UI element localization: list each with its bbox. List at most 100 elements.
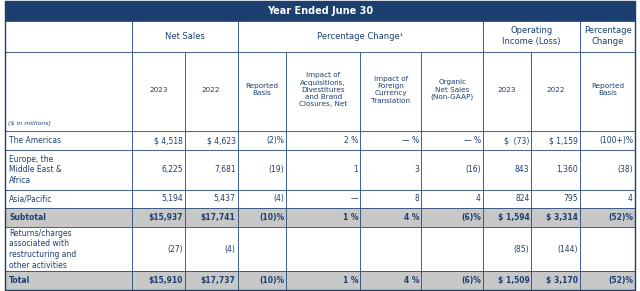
Bar	[5, 227, 132, 271]
Bar	[5, 271, 132, 290]
Bar	[132, 208, 185, 227]
Bar	[360, 208, 422, 227]
Text: 4: 4	[628, 194, 633, 203]
Text: $ 1,159: $ 1,159	[549, 136, 578, 145]
Bar	[132, 227, 185, 271]
Bar	[580, 21, 635, 52]
Text: 3: 3	[415, 165, 419, 174]
Bar	[185, 227, 237, 271]
Bar	[5, 52, 132, 131]
Text: Organic
Net Sales
(Non-GAAP): Organic Net Sales (Non-GAAP)	[431, 79, 474, 100]
Text: (2)%: (2)%	[266, 136, 284, 145]
Text: (10)%: (10)%	[259, 213, 284, 222]
Text: Impact of
Foreign
Currency
Translation: Impact of Foreign Currency Translation	[371, 76, 410, 104]
Text: Net Sales: Net Sales	[164, 32, 205, 41]
Text: (16): (16)	[465, 165, 481, 174]
Bar	[5, 190, 132, 208]
Bar	[580, 131, 635, 150]
Bar	[483, 227, 531, 271]
Bar	[237, 190, 286, 208]
Bar	[132, 21, 237, 52]
Bar	[422, 150, 483, 190]
Text: — %: — %	[403, 136, 419, 145]
Text: 6,225: 6,225	[161, 165, 182, 174]
Text: (4): (4)	[225, 245, 236, 254]
Text: 2022: 2022	[202, 87, 220, 93]
Text: $ 1,594: $ 1,594	[498, 213, 529, 222]
Bar	[185, 190, 237, 208]
Text: Reported
Basis: Reported Basis	[245, 83, 278, 97]
Bar	[531, 150, 580, 190]
Text: 4 %: 4 %	[404, 213, 419, 222]
Bar	[531, 227, 580, 271]
Text: (52)%: (52)%	[608, 213, 633, 222]
Bar	[5, 21, 132, 52]
Text: Total: Total	[9, 276, 30, 285]
Text: (144): (144)	[557, 245, 578, 254]
Bar	[580, 227, 635, 271]
Bar	[422, 208, 483, 227]
Bar	[286, 227, 360, 271]
Text: 824: 824	[515, 194, 529, 203]
Bar	[286, 150, 360, 190]
Text: Percentage Change¹: Percentage Change¹	[317, 32, 403, 41]
Text: The Americas: The Americas	[9, 136, 61, 145]
Bar	[422, 227, 483, 271]
Bar	[185, 52, 237, 131]
Text: ($ in millions): ($ in millions)	[8, 121, 51, 126]
Text: (38): (38)	[618, 165, 633, 174]
Bar	[5, 150, 132, 190]
Text: (19): (19)	[269, 165, 284, 174]
Bar	[286, 52, 360, 131]
Text: 2022: 2022	[547, 87, 565, 93]
Bar	[360, 271, 422, 290]
Bar	[185, 150, 237, 190]
Bar	[580, 150, 635, 190]
Bar	[360, 131, 422, 150]
Text: $ 3,170: $ 3,170	[546, 276, 578, 285]
Text: — %: — %	[463, 136, 481, 145]
Text: 2023: 2023	[149, 87, 168, 93]
Bar	[237, 271, 286, 290]
Bar	[360, 150, 422, 190]
Bar	[483, 190, 531, 208]
Bar	[483, 208, 531, 227]
Text: Europe, the
Middle East &
Africa: Europe, the Middle East & Africa	[9, 155, 62, 185]
Text: $15,937: $15,937	[148, 213, 182, 222]
Bar	[286, 271, 360, 290]
Bar	[422, 131, 483, 150]
Bar	[237, 21, 483, 52]
Text: 7,681: 7,681	[214, 165, 236, 174]
Bar	[531, 271, 580, 290]
Text: —: —	[351, 194, 358, 203]
Bar	[483, 131, 531, 150]
Text: Percentage
Change: Percentage Change	[584, 26, 632, 46]
Bar	[286, 131, 360, 150]
Bar	[286, 208, 360, 227]
Text: 4: 4	[476, 194, 481, 203]
Bar	[422, 271, 483, 290]
Bar	[132, 190, 185, 208]
Bar	[5, 131, 132, 150]
Text: $17,737: $17,737	[201, 276, 236, 285]
Text: 2 %: 2 %	[344, 136, 358, 145]
Bar	[580, 208, 635, 227]
Text: Subtotal: Subtotal	[9, 213, 46, 222]
Bar	[360, 190, 422, 208]
Text: $15,910: $15,910	[148, 276, 182, 285]
Text: $ 3,314: $ 3,314	[546, 213, 578, 222]
Bar	[483, 21, 580, 52]
Text: (85): (85)	[514, 245, 529, 254]
Bar	[580, 271, 635, 290]
Text: (6)%: (6)%	[461, 276, 481, 285]
Text: (100+)%: (100+)%	[599, 136, 633, 145]
Text: (4): (4)	[273, 194, 284, 203]
Text: 4 %: 4 %	[404, 276, 419, 285]
Bar	[185, 208, 237, 227]
Text: (6)%: (6)%	[461, 213, 481, 222]
Bar	[5, 208, 132, 227]
Text: (10)%: (10)%	[259, 276, 284, 285]
Bar	[422, 190, 483, 208]
Bar	[237, 52, 286, 131]
Text: 5,437: 5,437	[214, 194, 236, 203]
